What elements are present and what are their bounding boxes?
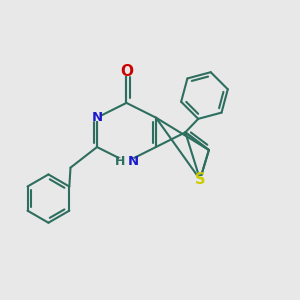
Text: N: N [92, 111, 103, 124]
Bar [119, 158, 134, 165]
Text: N: N [128, 155, 139, 168]
Text: S: S [195, 172, 205, 187]
Bar [196, 176, 204, 183]
Bar [94, 114, 100, 121]
Bar [122, 68, 130, 76]
Text: H: H [115, 155, 125, 168]
Text: O: O [120, 64, 133, 80]
